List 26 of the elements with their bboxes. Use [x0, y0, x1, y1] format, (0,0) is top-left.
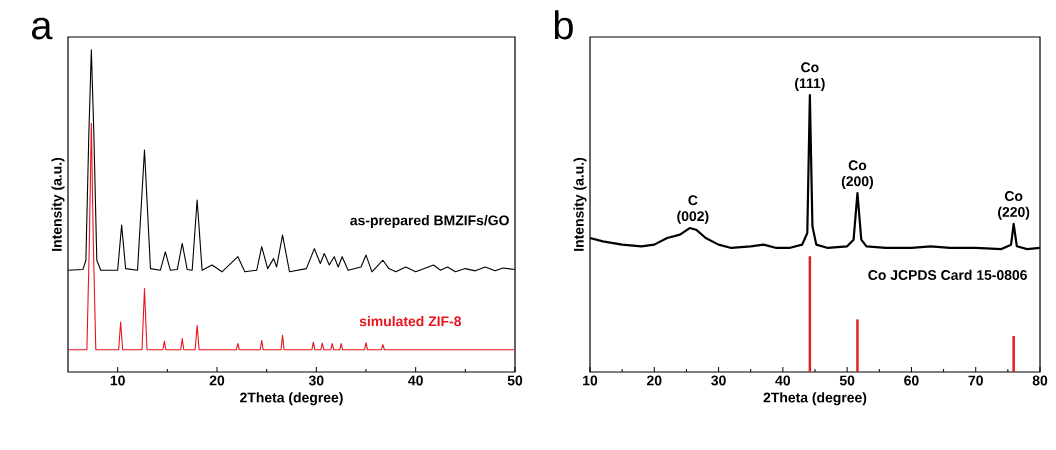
chart-title: b — [554, 10, 573, 40]
x-tick-label: 80 — [1032, 375, 1048, 386]
x-tick-label: 20 — [647, 375, 662, 386]
x-tick-label: 70 — [968, 375, 983, 386]
x-tick-label: 20 — [209, 375, 225, 386]
annotation: Co (220) — [998, 191, 1030, 220]
annotation: Co (111) — [795, 62, 825, 91]
x-tick-label: 50 — [507, 375, 523, 386]
text: as-prepared BMZIFs/GO — [350, 215, 509, 229]
x-tick-label: 50 — [839, 375, 855, 386]
x-tick-label: 40 — [775, 375, 791, 386]
x-axis-title: 2Theta (degree) — [763, 392, 867, 406]
annotation: C (002) — [677, 195, 709, 224]
x-tick-label: 60 — [904, 375, 919, 386]
x-tick-label: 10 — [110, 375, 125, 386]
annotation: Co (200) — [841, 160, 874, 189]
x-tick-label: 30 — [308, 375, 324, 386]
chart-title: a — [32, 17, 53, 40]
series-label: simulated ZIF-8 — [359, 316, 462, 327]
x-tick-label: 30 — [711, 375, 726, 386]
y-axis-title: Intensity (a.u.) — [51, 157, 65, 251]
x-tick-label: 10 — [583, 375, 598, 386]
x-tick-label: 40 — [408, 375, 423, 386]
text: Co JCPDS Card 15-0806 — [868, 269, 1027, 280]
y-axis-title: Intensity (a.u.) — [573, 157, 587, 251]
x-axis-title: 2Theta (degree) — [240, 392, 343, 406]
